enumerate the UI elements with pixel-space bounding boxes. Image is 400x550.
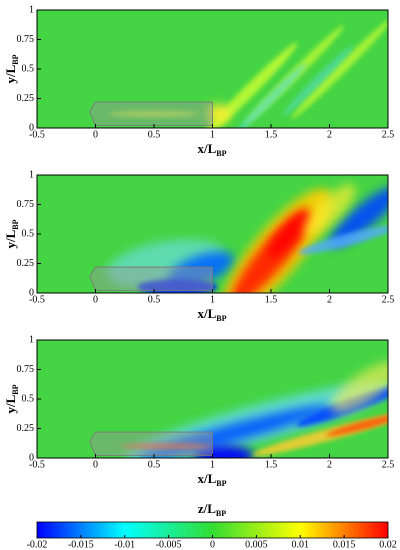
- x-tick-label: 1: [210, 459, 215, 470]
- y-tick-label: 1: [29, 169, 34, 180]
- x-axis-label-main: x/L: [197, 141, 216, 156]
- y-axis-label: y/LBP: [3, 54, 20, 83]
- x-tick-label: 1.5: [265, 459, 278, 470]
- colorbar-tick-label: 0.015: [333, 539, 356, 550]
- x-tick-label: 2.5: [382, 294, 395, 305]
- y-tick-label: 1: [29, 334, 34, 345]
- x-axis-label: x/LBP: [197, 471, 226, 488]
- field: [37, 10, 388, 128]
- x-tick-label: 2.5: [382, 129, 395, 140]
- hull: [89, 101, 213, 127]
- y-axis-label: y/LBP: [3, 384, 20, 413]
- y-tick-label: 0.5: [22, 228, 35, 239]
- field-blob: [291, 19, 388, 119]
- field: [37, 340, 388, 458]
- y-tick-label: 0.25: [17, 423, 35, 434]
- x-tick-label: 0: [93, 129, 98, 140]
- colorbar-tick-label: 0: [210, 539, 215, 550]
- colorbar-tick-label: 0.01: [292, 539, 310, 550]
- x-tick-label: 0: [93, 459, 98, 470]
- field-blob: [268, 210, 310, 258]
- x-tick-label: 2: [327, 459, 332, 470]
- y-tick-label: 0: [29, 287, 34, 298]
- x-axis-label-main: x/L: [197, 306, 216, 321]
- field-blob: [282, 45, 354, 117]
- x-tick-label: 0: [93, 294, 98, 305]
- hull: [89, 431, 213, 457]
- y-axis-label-main: y/L: [3, 394, 18, 413]
- colorbar-tick-label: -0.015: [68, 539, 94, 550]
- x-tick-label: -0.5: [29, 459, 45, 470]
- colorbar-tick-label: -0.005: [156, 539, 182, 550]
- x-tick-label: 2.5: [382, 459, 395, 470]
- colorbar-tick-label: 0.005: [245, 539, 268, 550]
- y-axis-label-main: y/L: [3, 64, 18, 83]
- y-tick-label: 0.25: [17, 258, 35, 269]
- field-blob: [194, 445, 255, 458]
- x-tick-label: -0.5: [29, 129, 45, 140]
- x-axis-label-sub: BP: [216, 149, 226, 158]
- y-axis-label-sub: BP: [11, 384, 20, 394]
- x-axis-label: x/LBP: [197, 306, 226, 323]
- colorbar-title-main: z/L: [198, 501, 216, 516]
- field-blob: [167, 251, 235, 288]
- y-axis-label-sub: BP: [11, 54, 20, 64]
- field-blob: [329, 185, 388, 247]
- colorbar: -0.02 -0.015 -0.01 -0.005 0 0.005 0.01 0.015 0.0…: [27, 501, 397, 550]
- field-blob: [330, 361, 388, 413]
- field-blob: [325, 413, 388, 437]
- y-tick-label: 0.5: [22, 393, 35, 404]
- hull: [89, 266, 213, 292]
- x-axis-label-sub: BP: [216, 314, 226, 323]
- y-tick-label: 1: [29, 4, 34, 15]
- y-axis-label-sub: BP: [11, 219, 20, 229]
- colorbar-title: z/LBP: [198, 501, 226, 518]
- y-axis-label: y/LBP: [3, 219, 20, 248]
- y-tick-label: 0.75: [17, 364, 35, 375]
- field-blob: [235, 63, 307, 128]
- x-tick-label: 0.5: [148, 459, 161, 470]
- y-tick-label: 0: [29, 452, 34, 463]
- x-axis-label-main: x/L: [197, 471, 216, 486]
- x-tick-label: -0.5: [29, 294, 45, 305]
- y-tick-label: 0.75: [17, 199, 35, 210]
- x-tick-label: 1: [210, 129, 215, 140]
- y-tick-label: 0.25: [17, 93, 35, 104]
- y-tick-label: 0: [29, 122, 34, 133]
- field-blob: [298, 225, 388, 255]
- x-tick-label: 1.5: [265, 129, 278, 140]
- field-blob: [137, 279, 218, 293]
- y-axis-label-main: y/L: [3, 229, 18, 248]
- colorbar-title-sub: BP: [216, 509, 226, 518]
- x-tick-label: 2: [327, 294, 332, 305]
- colorbar-tick-label: -0.02: [27, 539, 48, 550]
- x-axis-label-sub: BP: [216, 479, 226, 488]
- y-tick-label: 0.5: [22, 63, 35, 74]
- field-blob: [109, 110, 199, 117]
- field-blob: [303, 184, 356, 237]
- field-blob: [120, 443, 211, 450]
- colorbar-tick-label: 0.02: [379, 539, 397, 550]
- x-tick-label: 0.5: [148, 129, 161, 140]
- y-tick-label: 0.75: [17, 34, 35, 45]
- x-axis-label: x/LBP: [197, 141, 226, 158]
- x-tick-label: 1: [210, 294, 215, 305]
- x-tick-label: 0.5: [148, 294, 161, 305]
- field: [37, 175, 388, 293]
- colorbar-tick-label: -0.01: [114, 539, 135, 550]
- x-tick-label: 1.5: [265, 294, 278, 305]
- x-tick-label: 2: [327, 129, 332, 140]
